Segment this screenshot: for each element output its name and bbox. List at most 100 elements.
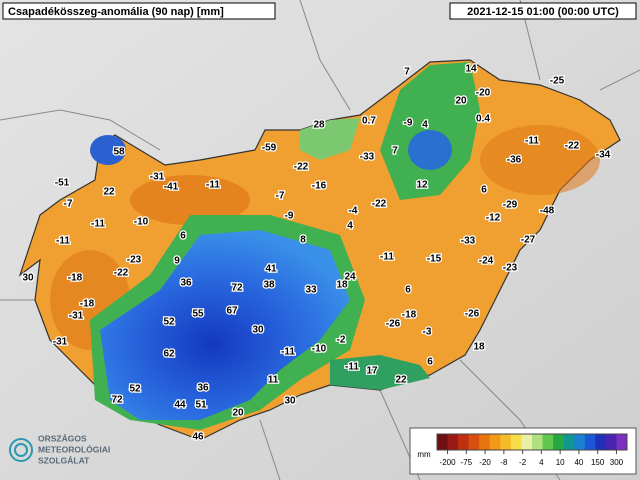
legend-tick-label: 150	[591, 458, 605, 467]
station-value: 33	[305, 285, 317, 296]
legend-unit: mm	[417, 450, 431, 459]
station-value: 24	[344, 272, 356, 283]
station-value: 7	[392, 146, 398, 157]
station-value: -11	[91, 219, 105, 230]
station-value: -11	[281, 347, 295, 358]
station-value: -11	[525, 136, 539, 147]
station-value: -33	[461, 236, 476, 247]
legend-swatch	[489, 434, 501, 450]
logo: ORSZÁGOS METEOROLÓGIAI SZOLGÁLAT	[9, 433, 110, 465]
legend-swatch	[458, 434, 470, 450]
station-value: -29	[503, 200, 518, 211]
legend-swatch	[563, 434, 575, 450]
title-box	[2, 2, 276, 20]
legend-swatch	[479, 434, 491, 450]
station-value: -11	[56, 236, 70, 247]
legend-tick-label: -200	[440, 458, 457, 467]
station-value: 4	[422, 120, 428, 131]
legend-tick-label: 40	[574, 458, 583, 467]
legend-swatch	[532, 434, 544, 450]
station-value: 6	[180, 231, 186, 242]
legend-swatch	[595, 434, 607, 450]
station-value: -48	[540, 206, 555, 217]
logo-icon	[9, 438, 33, 462]
legend-swatch	[510, 434, 522, 450]
station-value: -18	[402, 310, 417, 321]
station-value: -11	[345, 362, 359, 373]
station-value: -9	[404, 118, 413, 129]
station-value: 55	[192, 309, 204, 320]
station-value: 20	[232, 408, 244, 419]
wet-zone	[300, 118, 360, 160]
station-value: -11	[206, 180, 220, 191]
station-value: 51	[195, 400, 207, 411]
station-value: 28	[313, 120, 325, 131]
dry-zone	[130, 175, 250, 225]
legend-tick-label: -75	[461, 458, 473, 467]
station-value: -7	[276, 191, 285, 202]
timestamp: 2021-12-15 01:00 (00:00 UTC)	[467, 6, 619, 18]
legend-tick-label: -2	[519, 458, 527, 467]
station-value: -36	[507, 155, 522, 166]
station-value: -18	[68, 273, 83, 284]
legend-swatch	[468, 434, 480, 450]
station-value: 12	[416, 180, 428, 191]
station-value: 58	[113, 147, 125, 158]
station-value: -22	[372, 199, 387, 210]
station-value: -33	[360, 152, 375, 163]
legend-swatch	[553, 434, 565, 450]
station-value: 20	[455, 96, 467, 107]
station-value: 0.4	[476, 114, 490, 125]
station-value: 30	[284, 396, 296, 407]
timestamp-box	[449, 2, 637, 20]
station-value: 0.7	[362, 116, 376, 127]
station-value: -9	[285, 211, 294, 222]
station-value: 11	[268, 375, 279, 386]
legend-swatch	[605, 434, 617, 450]
station-value: 62	[163, 349, 175, 360]
legend-swatch	[500, 434, 512, 450]
legend-tick-label: 10	[556, 458, 565, 467]
wet-zone	[100, 230, 350, 420]
station-value: -18	[80, 299, 95, 310]
station-value: 18	[336, 280, 348, 291]
station-value: 67	[226, 306, 238, 317]
logo-text: METEOROLÓGIAI	[38, 443, 110, 454]
station-value: 72	[111, 395, 123, 406]
legend-tick-label: -20	[479, 458, 491, 467]
station-value: -25	[550, 76, 565, 87]
station-value: -2	[337, 335, 346, 346]
legend-swatch	[584, 434, 596, 450]
logo-text: ORSZÁGOS	[38, 433, 87, 443]
station-value: -22	[114, 268, 129, 279]
station-value: -3	[423, 327, 432, 338]
wet-zone	[408, 130, 452, 170]
station-value: -23	[503, 263, 518, 274]
station-value: 22	[103, 187, 115, 198]
station-value: -22	[294, 162, 309, 173]
station-value: -26	[386, 319, 401, 330]
station-value: 72	[231, 283, 243, 294]
station-value: -4	[349, 206, 358, 217]
station-value: 52	[129, 384, 141, 395]
map-title: Csapadékösszeg-anomália (90 nap) [mm]	[8, 6, 224, 18]
station-value: -7	[64, 199, 73, 210]
station-value: -12	[486, 213, 501, 224]
station-value: -15	[427, 254, 442, 265]
station-value: -23	[127, 255, 142, 266]
wet-zone	[90, 135, 126, 165]
legend-tick-label: -8	[500, 458, 508, 467]
station-value: -20	[476, 88, 491, 99]
station-value: 22	[395, 375, 407, 386]
station-value: -51	[55, 178, 70, 189]
station-value: -31	[53, 337, 68, 348]
station-value: -26	[465, 309, 480, 320]
station-value: 46	[192, 432, 204, 443]
legend-swatch	[616, 434, 628, 450]
station-value: -27	[521, 235, 536, 246]
station-value: 30	[22, 273, 34, 284]
station-value: -41	[164, 182, 179, 193]
legend-tick-label: 4	[539, 458, 544, 467]
